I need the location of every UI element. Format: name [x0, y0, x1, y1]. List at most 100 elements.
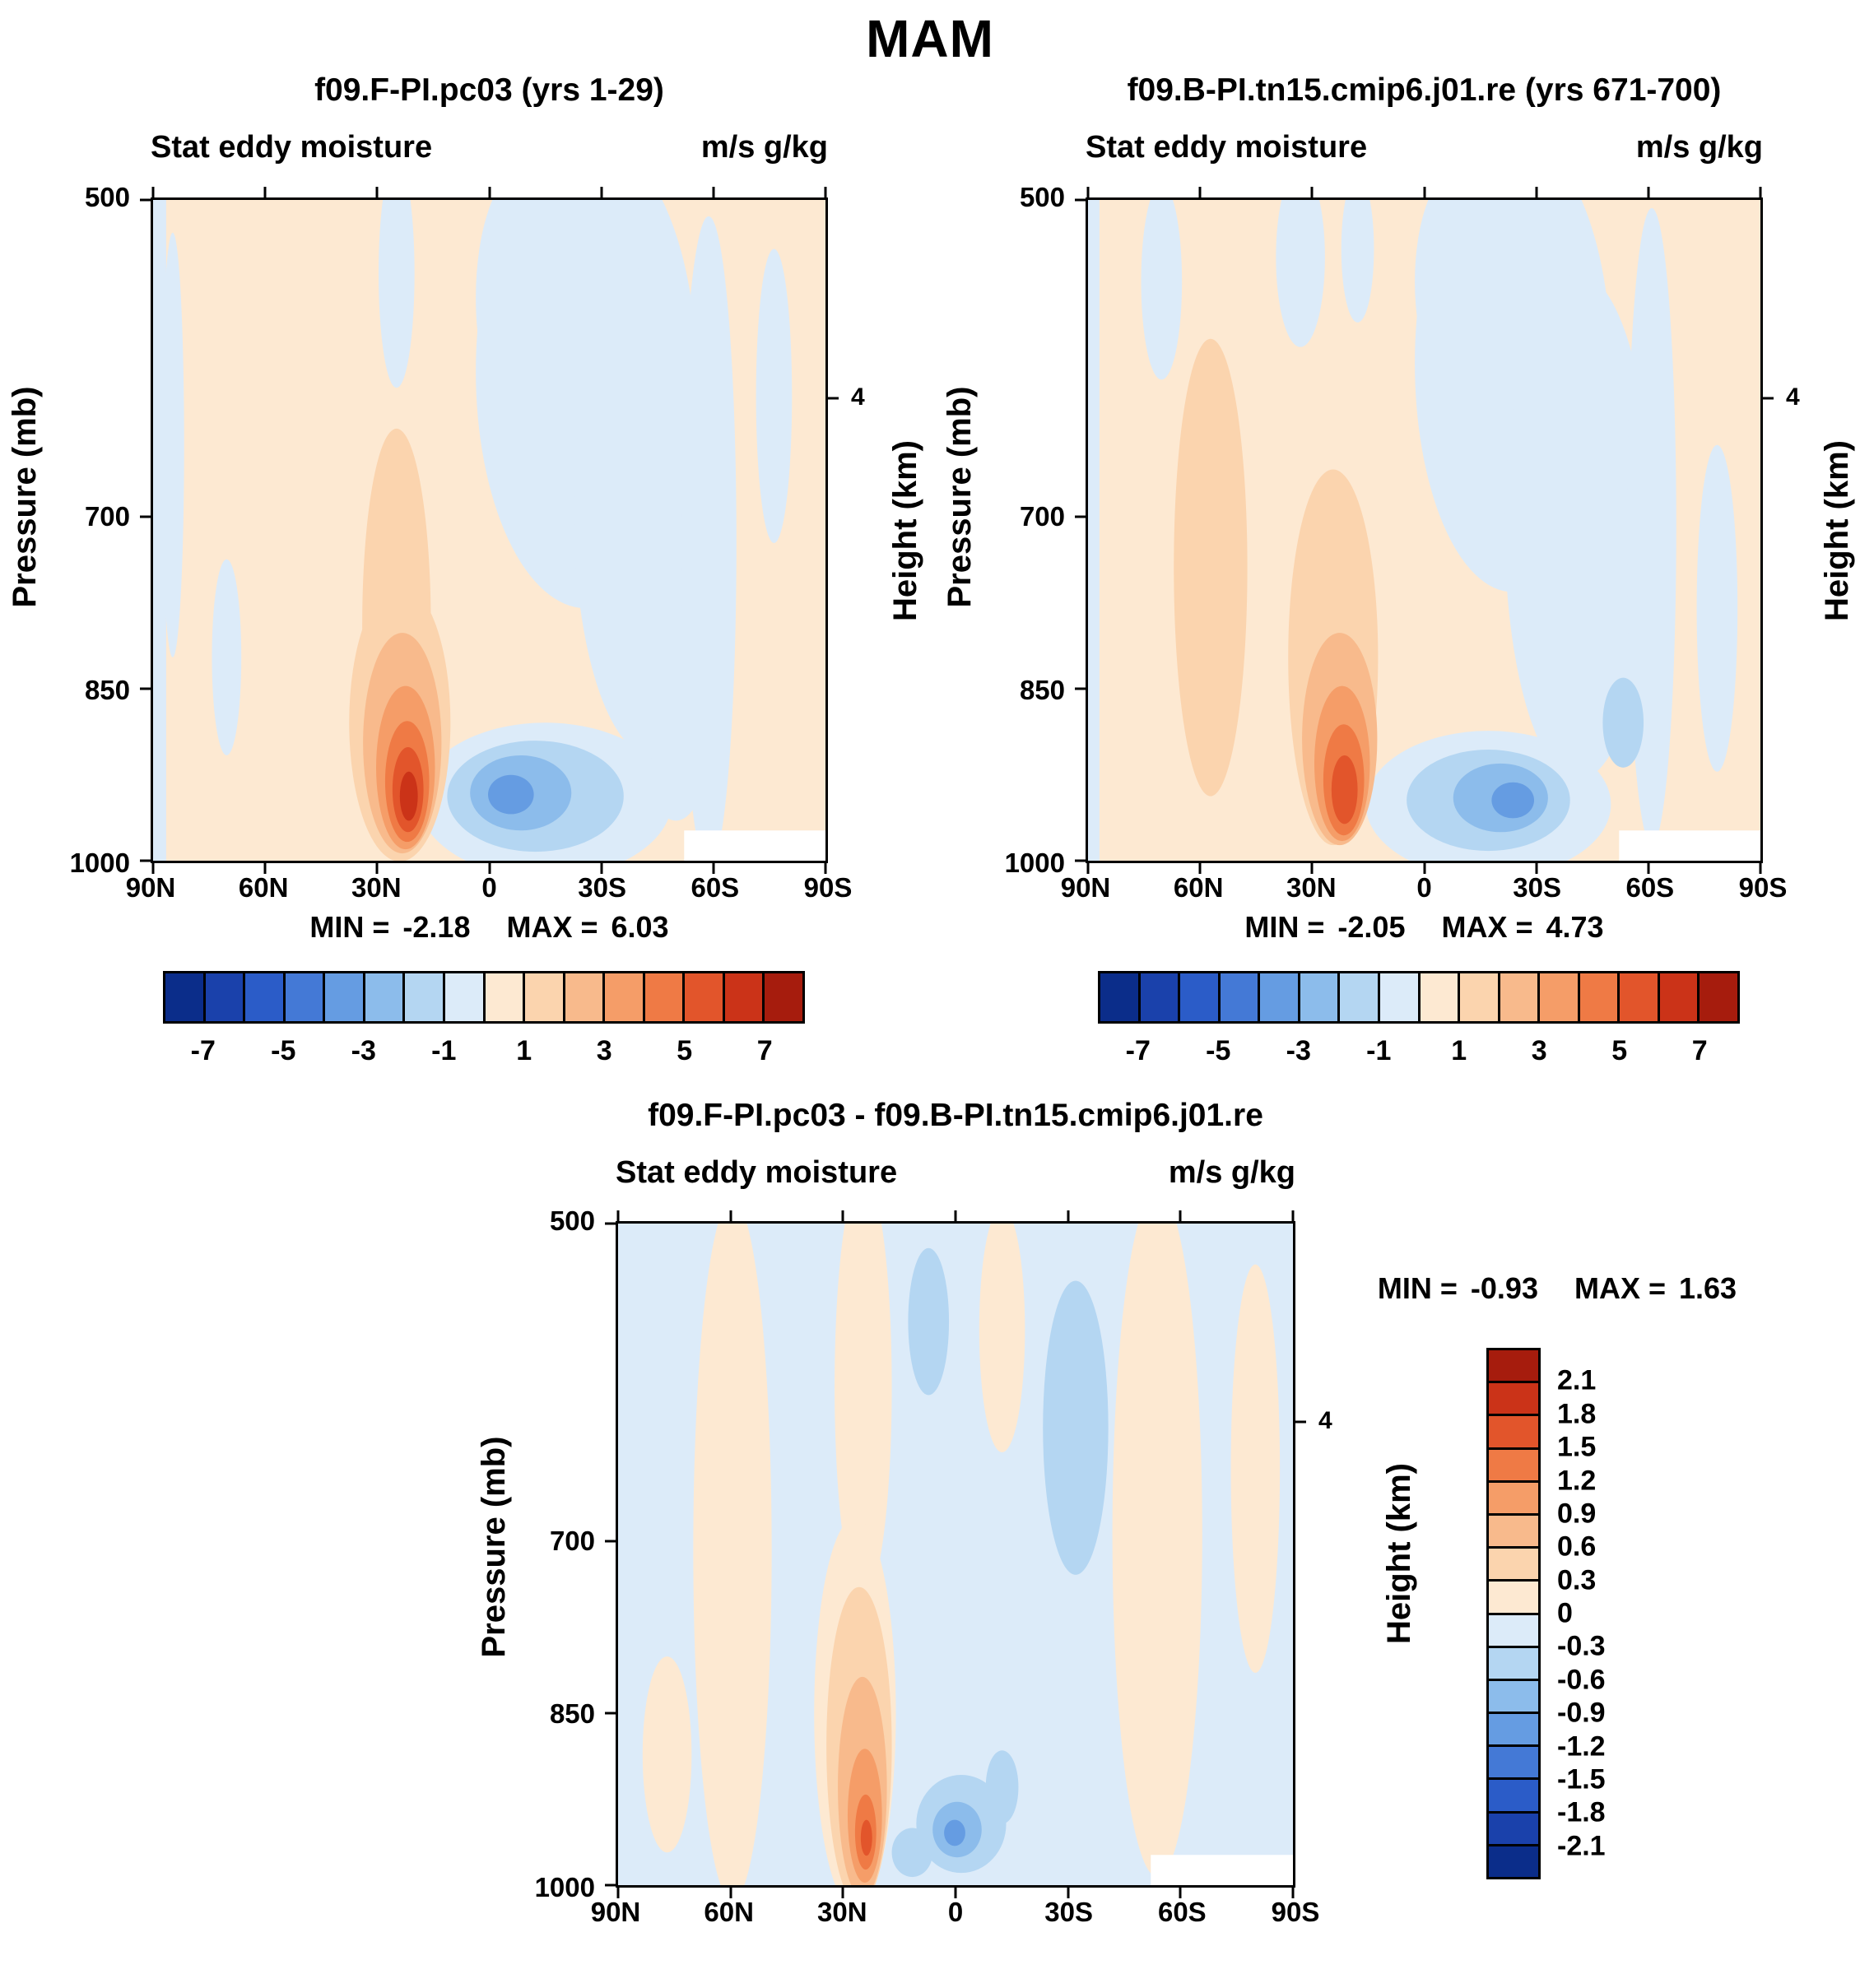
- panel1-field-label: Stat eddy moisture: [1086, 130, 1368, 165]
- colorbar-segment: [1540, 973, 1580, 1021]
- panel1-colorbar-labels: -7 -5 -3 -1 1 3 5 7: [1098, 1035, 1740, 1068]
- axis-tick: [1291, 1210, 1295, 1224]
- panel2-minmax: MIN = -0.93 MAX = 1.63: [1294, 1271, 1820, 1306]
- colorbar-segment: [1500, 973, 1541, 1021]
- colorbar-segment: [525, 973, 565, 1021]
- axis-tick: [140, 687, 153, 690]
- axis-tick: [263, 861, 267, 874]
- panel0-colorbar: [163, 971, 805, 1024]
- axis-tick: [600, 187, 603, 200]
- colorbar-segment: [565, 973, 606, 1021]
- colorbar-segment: [1140, 973, 1181, 1021]
- colorbar-segment: [644, 973, 686, 1021]
- axis-tick: [140, 859, 153, 862]
- axis-tick: [1198, 187, 1202, 200]
- colorbar-segment: [245, 973, 286, 1021]
- axis-tick: [729, 1210, 732, 1224]
- axis-tick: [1647, 187, 1650, 200]
- axis-tick: [1067, 1210, 1070, 1224]
- panel1-xtick-labels: 90N 60N 30N 0 30S 60S 90S: [1061, 872, 1788, 905]
- colorbar-tick-label: -5: [1206, 1035, 1231, 1066]
- colorbar-tick-label: 2.1: [1557, 1364, 1597, 1396]
- x-tick-label: 90S: [1271, 1897, 1320, 1927]
- panel0-max-label: MAX =: [506, 910, 598, 944]
- axis-tick: [1067, 1885, 1070, 1898]
- colorbar-segment: [1620, 973, 1660, 1021]
- panel2-ytick-1000: 1000: [534, 1872, 595, 1902]
- colorbar-tick-label: 5: [677, 1035, 693, 1066]
- x-tick-label: 30N: [1286, 872, 1337, 903]
- panel1-min-label: MIN =: [1244, 910, 1325, 944]
- colorbar-segment: [1489, 1515, 1538, 1549]
- colorbar-segment: [1489, 1582, 1538, 1615]
- colorbar-segment: [1340, 973, 1380, 1021]
- colorbar-tick-label: -2.1: [1557, 1830, 1606, 1862]
- panel0-min-label: MIN =: [309, 910, 390, 944]
- axis-tick: [140, 515, 153, 518]
- axis-tick: [151, 187, 155, 200]
- colorbar-segment: [724, 973, 765, 1021]
- axis-tick: [488, 187, 491, 200]
- panel0-subtitle-row: Stat eddy moisture m/s g/kg: [151, 130, 828, 165]
- axis-tick: [1075, 198, 1088, 202]
- x-tick-label: 60S: [1157, 1897, 1207, 1927]
- panel1-ytick-1000: 1000: [1004, 848, 1065, 878]
- colorbar-segment: [1489, 1416, 1538, 1450]
- panel0-title: f09.F-PI.pc03 (yrs 1-29): [314, 72, 664, 108]
- axis-tick: [1423, 861, 1425, 874]
- colorbar-tick-label: 3: [596, 1035, 612, 1066]
- colorbar-segment: [405, 973, 445, 1021]
- colorbar-segment: [1260, 973, 1300, 1021]
- panel0-pressure-axis-label: Pressure (mb): [7, 386, 43, 608]
- axis-tick: [1086, 187, 1090, 200]
- x-tick-label: 90N: [590, 1897, 641, 1927]
- panel1-height-tick-4: 4: [1786, 383, 1800, 411]
- x-tick-label: 0: [947, 1897, 964, 1927]
- axis-tick: [1293, 1420, 1306, 1424]
- axis-tick: [825, 397, 839, 400]
- x-tick-label: 30N: [351, 872, 402, 903]
- colorbar-tick-label: 0.6: [1557, 1530, 1597, 1563]
- colorbar-segment: [1180, 973, 1221, 1021]
- panel2-title: f09.F-PI.pc03 - f09.B-PI.tn15.cmip6.j01.…: [648, 1098, 1263, 1133]
- axis-tick: [616, 1885, 620, 1898]
- panel2-ytick-700: 700: [549, 1526, 595, 1556]
- axis-tick: [1759, 861, 1762, 874]
- x-tick-label: 90S: [1738, 872, 1788, 903]
- colorbar-segment: [1460, 973, 1500, 1021]
- axis-tick: [605, 1222, 618, 1225]
- colorbar-tick-label: 0.3: [1557, 1564, 1597, 1596]
- panel2-pressure-axis-label: Pressure (mb): [476, 1436, 512, 1658]
- colorbar-segment: [1579, 973, 1621, 1021]
- colorbar-segment: [1489, 1680, 1538, 1715]
- colorbar-segment: [765, 973, 802, 1021]
- colorbar-tick-label: -1: [431, 1035, 457, 1066]
- colorbar-segment: [1489, 1647, 1538, 1681]
- panel2-min-label: MIN =: [1377, 1271, 1458, 1305]
- axis-tick: [1310, 187, 1314, 200]
- x-tick-label: 60S: [691, 872, 740, 903]
- x-tick-label: 60N: [238, 872, 289, 903]
- axis-tick: [954, 1885, 957, 1898]
- x-tick-label: 0: [481, 872, 497, 903]
- axis-tick: [1647, 861, 1650, 874]
- panel0-ytick-1000: 1000: [69, 848, 130, 878]
- colorbar-segment: [1659, 973, 1700, 1021]
- panel2-units-label: m/s g/kg: [1168, 1155, 1295, 1190]
- colorbar-tick-label: -1.2: [1557, 1730, 1606, 1762]
- panel0-minmax: MIN = -2.18 MAX = 6.03: [151, 910, 828, 945]
- x-tick-label: 30N: [817, 1897, 867, 1927]
- axis-tick: [712, 861, 715, 874]
- colorbar-tick-label: -1.8: [1557, 1796, 1606, 1828]
- panel0-max-value: 6.03: [611, 910, 669, 944]
- colorbar-tick-label: -0.9: [1557, 1697, 1606, 1729]
- panel1-min-value: -2.05: [1337, 910, 1406, 944]
- axis-tick: [1198, 861, 1202, 874]
- panel1-subtitle-row: Stat eddy moisture m/s g/kg: [1086, 130, 1763, 165]
- colorbar-segment: [1100, 973, 1141, 1021]
- panel1-ytick-700: 700: [1019, 501, 1065, 532]
- colorbar-tick-label: 3: [1531, 1035, 1547, 1066]
- axis-tick: [841, 1210, 844, 1224]
- panel2-contour-field: [618, 1224, 1293, 1885]
- axis-tick: [1423, 187, 1425, 200]
